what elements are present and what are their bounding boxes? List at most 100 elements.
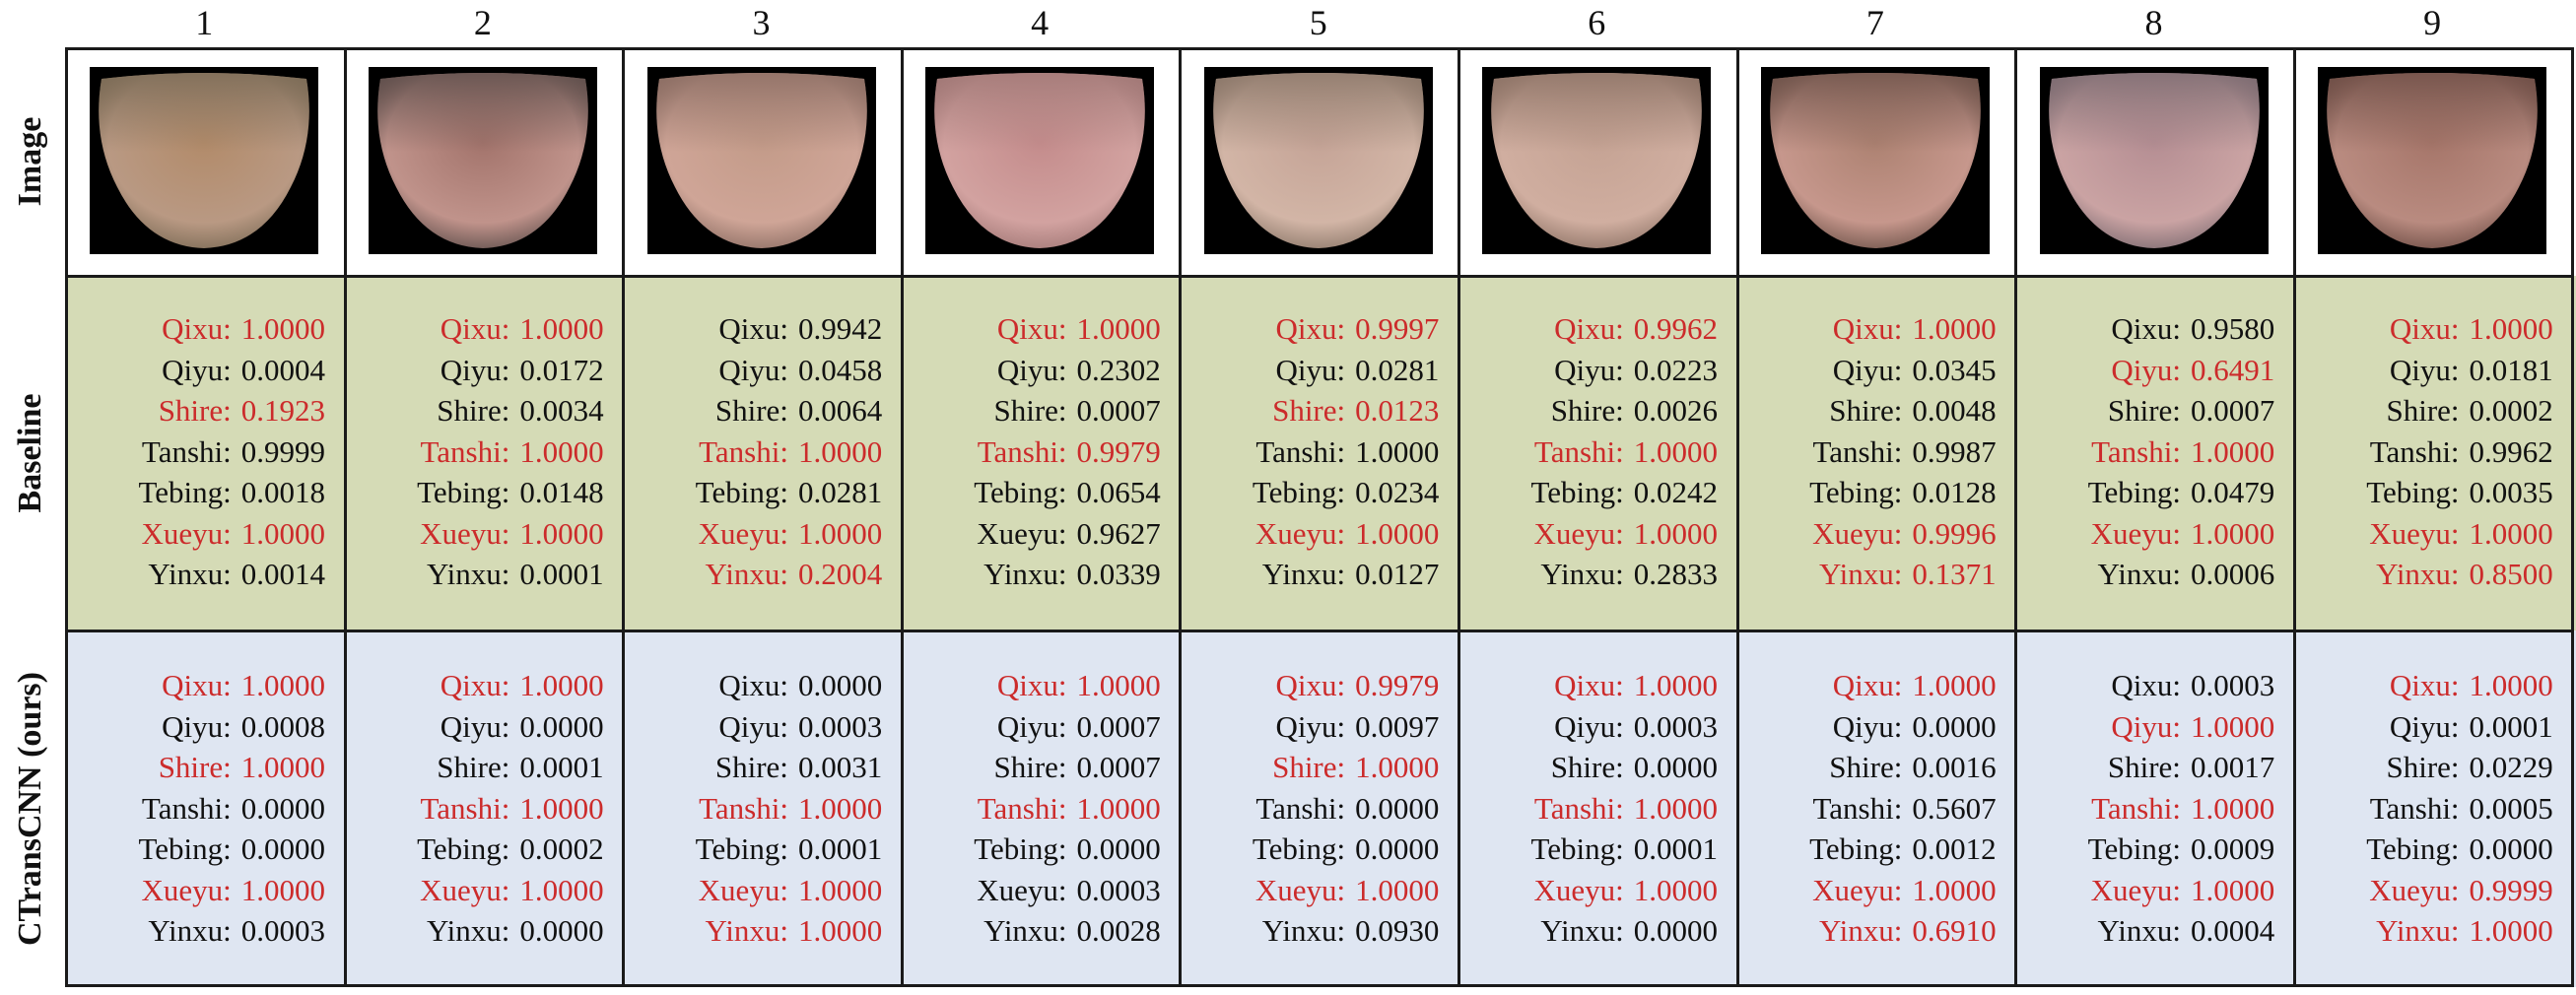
tongue-shape (377, 73, 588, 248)
ours-score-line: Tanshi: 1.0000 (883, 789, 1161, 829)
baseline-score-line: Yinxu: 0.0006 (1997, 555, 2275, 594)
baseline-cell-6: Qixu: 0.9962 Qiyu: 0.0223 Shire: 0.0026 Tanshi… (1440, 309, 1718, 605)
class-label: Yinxu: (1818, 913, 1903, 948)
ours-cell-6: Qixu: 1.0000 Qiyu: 0.0003 Shire: 0.0000 Tanshi… (1440, 666, 1718, 962)
class-label: Tanshi: (1812, 433, 1903, 469)
class-label: Xueyu: (698, 515, 788, 551)
grid-line-col-1 (343, 47, 347, 987)
class-label: Qiyu: (162, 708, 232, 744)
class-score: 0.9997 (1355, 311, 1440, 346)
class-label: Xueyu: (977, 515, 1067, 551)
class-score: 0.9580 (2190, 311, 2275, 346)
ours-score-line: Qixu: 0.0000 (604, 666, 882, 705)
class-score: 0.0097 (1355, 708, 1440, 744)
class-label: Xueyu: (141, 872, 232, 907)
class-label: Xueyu: (1254, 872, 1346, 907)
class-score: 1.0000 (1912, 668, 1997, 702)
baseline-score-line: Yinxu: 0.0014 (47, 555, 325, 594)
class-label: Qiyu: (2111, 708, 2181, 744)
baseline-score-line: Yinxu: 0.8500 (2275, 555, 2553, 594)
ours-score-line: Tebing: 0.0000 (1161, 829, 1440, 869)
class-score: 0.0017 (2190, 750, 2275, 784)
class-score: 1.0000 (1355, 515, 1440, 551)
class-score: 1.0000 (240, 750, 325, 784)
baseline-score-line: Qixu: 0.9942 (604, 309, 882, 349)
grid-line-image-baseline (65, 275, 2572, 278)
baseline-score-line: Qiyu: 0.0345 (1719, 351, 1997, 390)
ours-score-line: Qixu: 1.0000 (47, 666, 325, 705)
class-label: Qiyu: (718, 708, 788, 744)
class-label: Tanshi: (977, 433, 1067, 469)
class-label: Xueyu: (1254, 515, 1346, 551)
class-label: Tanshi: (1533, 433, 1624, 469)
class-label: Tanshi: (1255, 790, 1346, 826)
tongue-shape (2048, 73, 2260, 248)
baseline-score-line: Tanshi: 0.9962 (2275, 432, 2553, 472)
baseline-cell-4: Qixu: 1.0000 Qiyu: 0.2302 Shire: 0.0007 Tanshi… (883, 309, 1161, 605)
tongue-image-1 (90, 67, 319, 254)
class-label: Shire: (2386, 393, 2460, 428)
class-score: 0.0048 (1912, 393, 1997, 428)
ours-score-line: Tanshi: 1.0000 (326, 789, 604, 829)
ours-score-line: Qixu: 1.0000 (1440, 666, 1718, 705)
class-score: 0.0001 (519, 750, 604, 784)
class-label: Tanshi: (420, 790, 510, 826)
class-label: Qixu: (440, 668, 510, 702)
class-label: Qixu: (996, 311, 1067, 346)
class-score: 0.0229 (2469, 750, 2553, 784)
class-label: Xueyu: (1533, 515, 1624, 551)
class-label: Yinxu: (2376, 557, 2460, 591)
class-score: 0.0458 (797, 352, 883, 387)
column-header-1: 1 (195, 3, 214, 42)
class-score: 1.0000 (2469, 311, 2553, 346)
class-label: Tanshi: (977, 790, 1067, 826)
class-label: Xueyu: (141, 515, 232, 551)
baseline-score-line: Tanshi: 1.0000 (1440, 432, 1718, 472)
class-label: Yinxu: (1261, 557, 1346, 591)
class-score: 1.0000 (2190, 433, 2275, 469)
class-label: Tebing: (417, 831, 510, 866)
class-label: Xueyu: (2090, 515, 2181, 551)
row-label-ours-text: CTransCNN (ours) (12, 672, 48, 946)
tongue-image-2 (368, 67, 597, 254)
ours-score-line: Qixu: 0.0003 (1997, 666, 2274, 705)
ours-score-line: Shire: 1.0000 (1161, 748, 1439, 787)
class-label: Yinxu: (983, 913, 1067, 948)
class-label: Tanshi: (1533, 790, 1624, 826)
class-label: Qiyu: (1554, 708, 1624, 744)
class-score: 0.0004 (240, 352, 325, 387)
class-score: 0.0031 (797, 750, 883, 784)
ours-score-line: Qixu: 1.0000 (2275, 666, 2553, 705)
class-label: Yinxu: (426, 913, 510, 948)
class-label: Tebing: (974, 831, 1067, 866)
class-score: 1.0000 (2469, 668, 2553, 702)
class-label: Yinxu: (426, 557, 510, 591)
class-score: 0.0018 (240, 475, 325, 509)
class-label: Shire: (1829, 750, 1903, 784)
baseline-score-line: Tebing: 0.0035 (2275, 473, 2553, 512)
ours-cell-8: Qixu: 0.0003 Qiyu: 1.0000 Shire: 0.0017 Tanshi… (1997, 666, 2275, 962)
ours-score-line: Shire: 0.0016 (1719, 748, 1996, 787)
ours-row (65, 630, 2576, 987)
baseline-score-line: Qixu: 1.0000 (2275, 309, 2553, 349)
baseline-score-line: Tanshi: 1.0000 (1997, 432, 2274, 472)
class-label: Shire: (714, 393, 788, 428)
class-label: Yinxu: (148, 557, 232, 591)
class-score: 1.0000 (519, 515, 604, 551)
class-score: 0.0000 (2469, 831, 2553, 866)
class-score: 0.2004 (797, 557, 883, 591)
baseline-score-line: Xueyu: 1.0000 (47, 514, 325, 554)
ours-score-line: Qiyu: 0.0000 (326, 707, 604, 747)
baseline-score-line: Tebing: 0.0018 (47, 473, 325, 512)
class-label: Tebing: (138, 475, 232, 509)
class-label: Tebing: (2366, 475, 2460, 509)
baseline-score-line: Xueyu: 1.0000 (326, 514, 604, 554)
class-score: 0.0000 (519, 708, 604, 744)
ours-score-line: Yinxu: 0.0930 (1161, 911, 1440, 951)
baseline-score-line: Shire: 0.0123 (1161, 391, 1439, 431)
class-score: 1.0000 (797, 433, 883, 469)
class-score: 0.0003 (797, 708, 883, 744)
ours-score-line: Shire: 0.0000 (1440, 748, 1718, 787)
row-label-baseline-text: Baseline (12, 393, 48, 513)
class-score: 1.0000 (240, 311, 325, 346)
